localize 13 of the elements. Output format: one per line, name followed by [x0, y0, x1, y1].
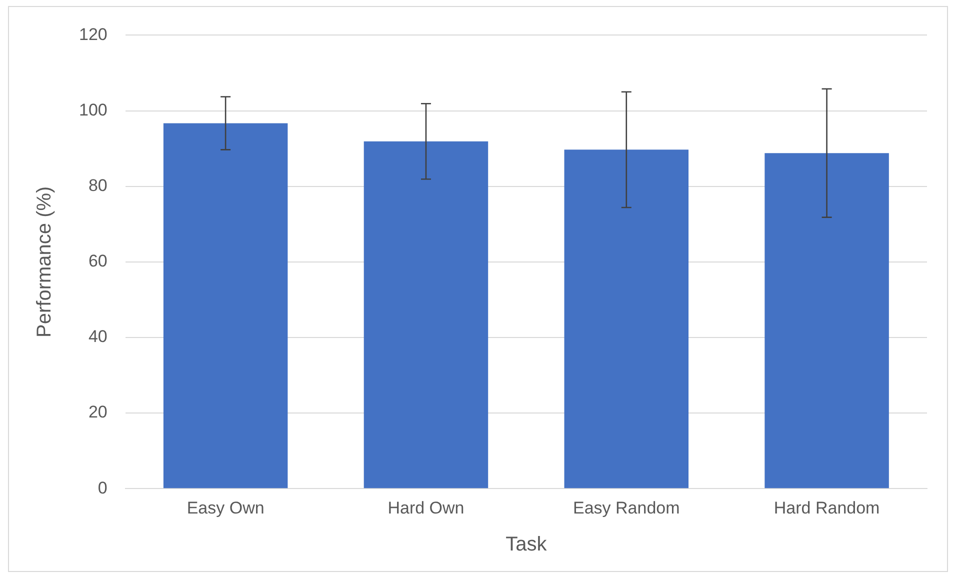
x-tick-label: Easy Random: [572, 498, 680, 518]
x-tick-label: Easy Own: [186, 498, 264, 518]
y-tick-label: 20: [88, 402, 108, 422]
y-tick-label: 100: [78, 100, 108, 120]
y-axis-title: Performance (%): [34, 186, 56, 338]
y-tick-label: 0: [98, 478, 108, 498]
y-tick-label: 80: [88, 176, 108, 196]
x-tick-label: Hard Own: [388, 498, 464, 518]
x-tick-label: Hard Random: [774, 498, 880, 518]
y-tick-label: 40: [88, 327, 108, 346]
x-axis-title: Task: [506, 534, 548, 556]
y-tick-label: 120: [78, 24, 108, 44]
y-tick-label: 60: [88, 252, 108, 271]
